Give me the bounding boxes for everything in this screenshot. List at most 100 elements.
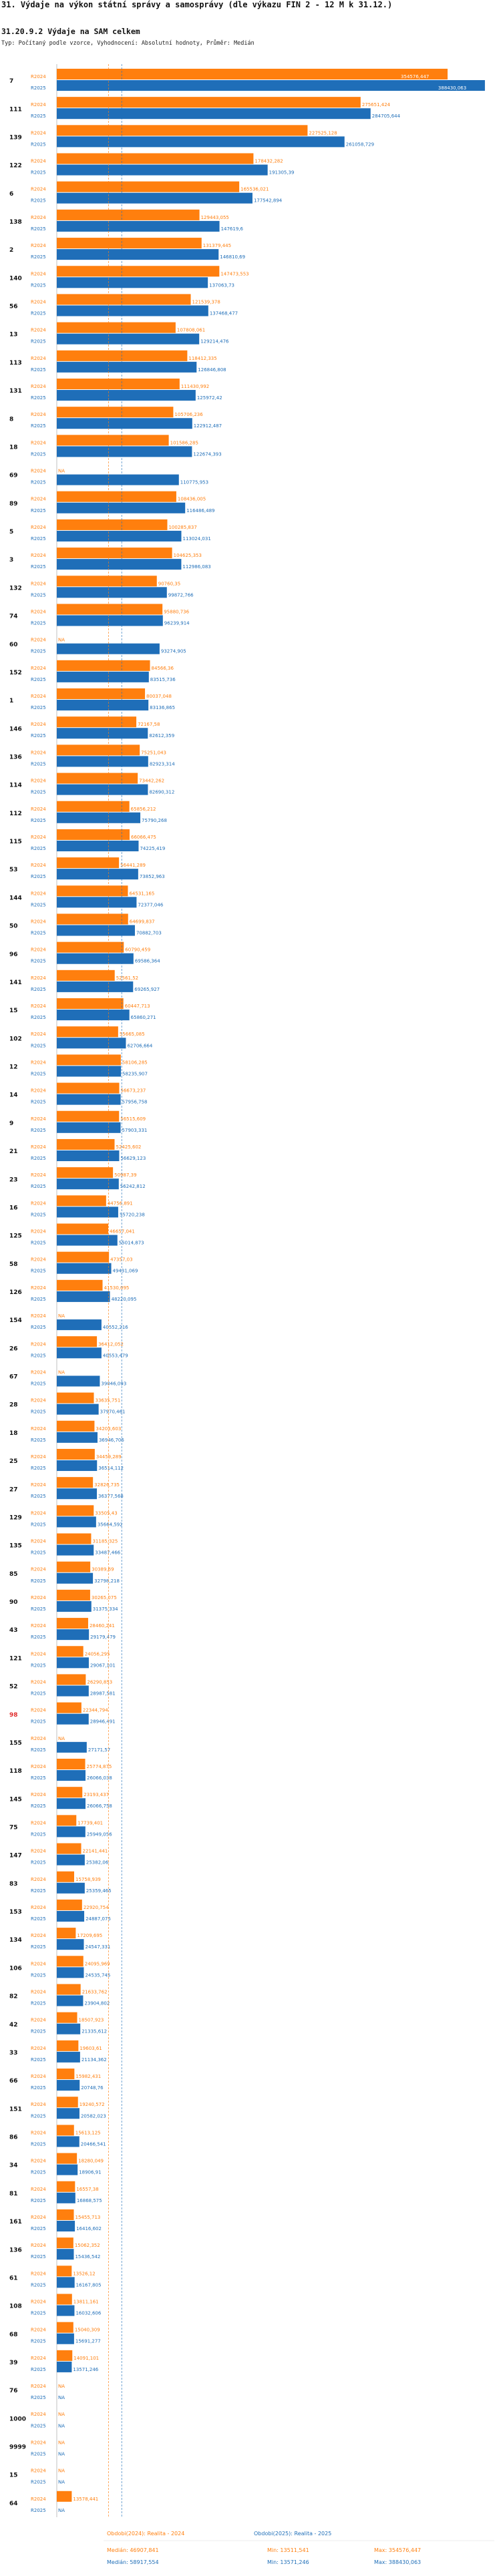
bar-2025	[57, 1066, 122, 1077]
period-label-2024: R2024	[31, 1679, 46, 1685]
period-label-2024: R2024	[31, 1792, 46, 1797]
value-label-2025: 36377,568	[98, 1494, 124, 1499]
row-id-label: 136	[9, 755, 22, 761]
value-label-2025: 56629,123	[120, 1156, 146, 1161]
bar-2024	[57, 238, 202, 249]
period-label-2024: R2024	[31, 2328, 46, 2333]
bar-2024	[57, 1843, 81, 1854]
period-label-2025: R2025	[31, 1635, 46, 1640]
value-label-2025: NA	[58, 2423, 65, 2428]
period-label-2025: R2025	[31, 198, 46, 204]
period-label-2025: R2025	[31, 621, 46, 626]
bar-2025	[57, 1770, 86, 1781]
value-label-2024: 18507,923	[79, 2018, 104, 2023]
value-label-2024: 58106,285	[122, 1060, 148, 1065]
period-label-2025: R2025	[31, 1156, 46, 1161]
period-label-2024: R2024	[31, 1144, 46, 1150]
bar-2024	[57, 2491, 72, 2502]
bar-2024	[57, 1251, 110, 1263]
row-id-label: 21	[9, 1148, 18, 1155]
row-id-label: 33	[9, 2050, 18, 2057]
bar-2025	[57, 136, 345, 148]
value-label-2024: 275651,424	[362, 102, 391, 108]
value-label-2024: 13578,441	[73, 2497, 98, 2502]
period-label-2025: R2025	[31, 451, 46, 457]
value-label-2025: 15691,277	[75, 2339, 101, 2344]
period-label-2025: R2025	[31, 2395, 46, 2400]
row-id-label: 115	[9, 839, 22, 845]
min-2025: Min: 13571,246	[267, 2559, 309, 2565]
period-label-2024: R2024	[31, 609, 46, 614]
row-id-label: 81	[9, 2191, 18, 2197]
bar-2025	[57, 1741, 87, 1753]
bar-2025	[57, 728, 148, 739]
bar-2024	[57, 435, 169, 446]
value-label-2024: NA	[58, 2440, 65, 2445]
period-label-2025: R2025	[31, 846, 46, 851]
value-label-2025: 28987,581	[90, 1691, 116, 1696]
bar-2024	[57, 660, 150, 671]
period-label-2024: R2024	[31, 1004, 46, 1009]
value-label-2024: 32826,735	[94, 1482, 120, 1488]
period-label-2025: R2025	[31, 1410, 46, 1415]
period-label-2024: R2024	[31, 1539, 46, 1544]
bar-2025	[57, 2080, 80, 2091]
bar-2025	[57, 953, 134, 964]
value-label-2025: 116486,489	[186, 508, 214, 513]
row-id-label: 141	[9, 980, 22, 986]
value-label-2025: 25382,06	[86, 1860, 109, 1866]
period-label-2024: R2024	[31, 1229, 46, 1235]
value-label-2024: 72167,58	[138, 722, 160, 727]
bar-2025	[57, 418, 192, 429]
value-label-2025: 129214,476	[200, 339, 229, 345]
period-label-2024: R2024	[31, 102, 46, 108]
bar-2025	[57, 1995, 84, 2006]
period-label-2025: R2025	[31, 85, 46, 91]
chart-subtitle: 31.20.9.2 Výdaje na SAM celkem	[1, 27, 140, 36]
row-id-label: 42	[9, 2022, 18, 2028]
period-label-2024: R2024	[31, 666, 46, 671]
row-id-label: 68	[9, 2332, 18, 2338]
bar-2025	[57, 530, 182, 542]
period-label-2025: R2025	[31, 1184, 46, 1189]
value-label-2025: 23904,802	[84, 2001, 110, 2006]
period-label-2025: R2025	[31, 1466, 46, 1471]
value-label-2024: 108436,005	[178, 497, 206, 502]
value-label-2025: 24887,075	[86, 1916, 111, 1922]
period-label-2024: R2024	[31, 976, 46, 981]
value-label-2024: 22920,754	[84, 1905, 109, 1910]
row-id-label: 26	[9, 1345, 18, 1352]
row-id-label: 131	[9, 388, 22, 395]
value-label-2024: 165536,021	[240, 187, 269, 192]
value-label-2025: 122674,393	[193, 451, 221, 457]
period-label-2024: R2024	[31, 638, 46, 643]
row-id-label: 1	[9, 698, 13, 704]
value-label-2025: 137468,477	[210, 310, 238, 316]
row-id-label: 147	[9, 1853, 22, 1860]
value-label-2025: 113024,031	[182, 536, 210, 542]
bar-2025	[57, 2108, 79, 2119]
period-label-2024: R2024	[31, 2130, 46, 2135]
bar-2025	[57, 1572, 94, 1584]
bar-2024	[57, 1815, 77, 1826]
value-label-2024: 65856,212	[131, 807, 156, 812]
value-label-2024: 50987,39	[114, 1172, 136, 1178]
period-label-2024: R2024	[31, 694, 46, 699]
value-label-2024: 15040,309	[75, 2328, 100, 2333]
bar-2025	[57, 1516, 96, 1528]
bar-2025	[57, 1235, 118, 1246]
legend-2025: Obdobi(2025): Realita - 2025	[254, 2531, 332, 2537]
bar-2024	[57, 407, 174, 418]
period-label-2025: R2025	[31, 2311, 46, 2316]
bar-2025	[57, 1038, 126, 1049]
row-id-label: 113	[9, 360, 22, 367]
row-id-label: 138	[9, 219, 22, 226]
value-label-2024: 147473,553	[220, 271, 248, 276]
legend-2024: Obdobi(2024): Realita - 2024	[107, 2531, 185, 2537]
value-label-2025: 35664,592	[98, 1522, 123, 1527]
bar-2024	[57, 2266, 72, 2277]
value-label-2025: 191305,39	[269, 170, 295, 176]
value-label-2024: 31185,325	[92, 1539, 118, 1544]
median-2024: Medián: 46907,841	[107, 2547, 159, 2553]
row-id-label: 18	[9, 1430, 18, 1437]
